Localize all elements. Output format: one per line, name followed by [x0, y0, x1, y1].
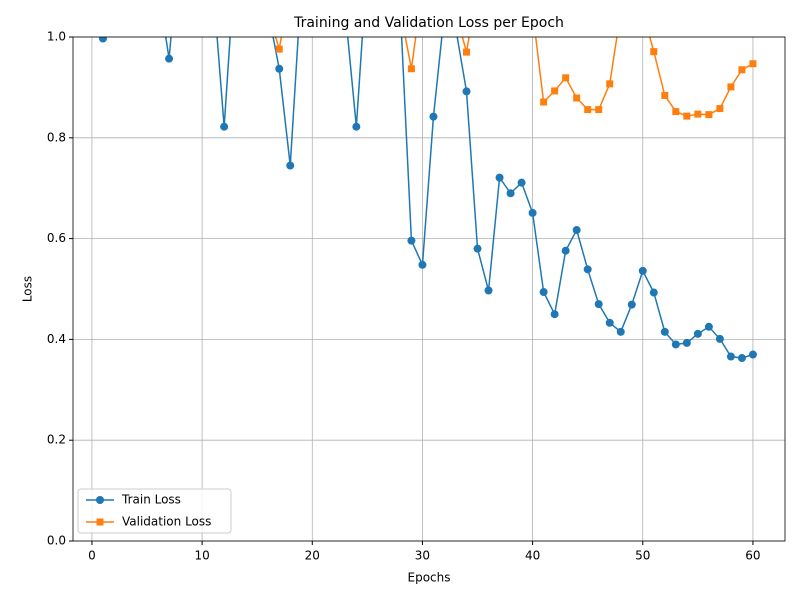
marker: [672, 108, 680, 116]
marker: [561, 246, 570, 255]
marker: [286, 161, 295, 170]
marker: [540, 98, 548, 106]
marker: [220, 122, 229, 131]
y-tick-label: 1.0: [47, 30, 66, 44]
marker: [660, 327, 669, 336]
x-tick-label: 50: [635, 549, 650, 563]
marker: [594, 300, 603, 309]
x-tick-label: 40: [525, 549, 540, 563]
y-axis-label: Loss: [21, 276, 35, 302]
marker: [661, 91, 669, 99]
x-tick-label: 20: [305, 549, 320, 563]
legend: Train Loss Validation Loss: [77, 488, 232, 534]
marker: [517, 178, 526, 187]
chart-title: Training and Validation Loss per Epoch: [293, 15, 564, 31]
marker: [749, 60, 757, 68]
marker: [748, 350, 757, 359]
marker: [550, 310, 559, 319]
ticks: 0 10 20 30 40 50 60 0.0 0.2 0.4 0.6 0.8 1.0: [47, 30, 761, 563]
marker: [275, 45, 283, 53]
x-tick-label: 10: [194, 549, 209, 563]
marker: [98, 37, 107, 43]
marker: [705, 111, 713, 119]
marker: [627, 300, 636, 309]
marker: [275, 64, 284, 73]
x-tick-label: 60: [745, 549, 760, 563]
legend-box: [77, 488, 232, 534]
marker: [726, 352, 735, 361]
marker: [572, 226, 581, 235]
marker: [671, 340, 680, 349]
marker: [407, 65, 415, 73]
marker: [573, 94, 581, 102]
marker: [484, 286, 493, 295]
marker: [649, 288, 658, 297]
y-tick-label: 0.6: [47, 231, 66, 245]
marker: [429, 112, 438, 121]
marker: [528, 208, 537, 217]
marker: [737, 354, 746, 363]
marker: [495, 173, 504, 182]
marker: [562, 74, 570, 82]
marker: [606, 80, 614, 88]
y-tick-label: 0.4: [47, 332, 66, 346]
series-line: [102, 37, 754, 359]
marker: [715, 334, 724, 343]
marker: [583, 265, 592, 274]
x-tick-label: 30: [415, 549, 430, 563]
marker: [616, 327, 625, 336]
marker: [605, 318, 614, 327]
marker: [716, 105, 724, 113]
marker: [539, 288, 548, 297]
marker: [473, 244, 482, 253]
marker: [506, 189, 515, 198]
marker: [650, 48, 658, 56]
marker: [727, 83, 735, 91]
plot-area: [98, 37, 757, 363]
marker: [96, 518, 104, 526]
marker: [584, 106, 592, 114]
marker: [683, 112, 691, 120]
y-tick-label: 0.2: [47, 433, 66, 447]
marker: [595, 106, 603, 114]
marker: [165, 54, 174, 63]
marker: [352, 122, 361, 131]
y-tick-label: 0.0: [47, 534, 66, 548]
marker: [551, 87, 559, 95]
marker: [96, 496, 104, 504]
axes-frame: [72, 36, 786, 542]
y-tick-label: 0.8: [47, 130, 66, 144]
marker: [682, 338, 691, 347]
marker: [407, 236, 416, 245]
legend-label: Validation Loss: [122, 515, 211, 529]
marker: [704, 322, 713, 331]
marker: [694, 110, 702, 118]
x-tick-label: 0: [88, 549, 96, 563]
marker: [418, 260, 427, 269]
x-axis-label: Epochs: [408, 571, 451, 585]
marker: [462, 87, 471, 96]
legend-label: Train Loss: [121, 493, 181, 507]
marker: [463, 48, 471, 56]
marker: [738, 66, 746, 74]
marker: [693, 329, 702, 338]
marker: [638, 266, 647, 275]
